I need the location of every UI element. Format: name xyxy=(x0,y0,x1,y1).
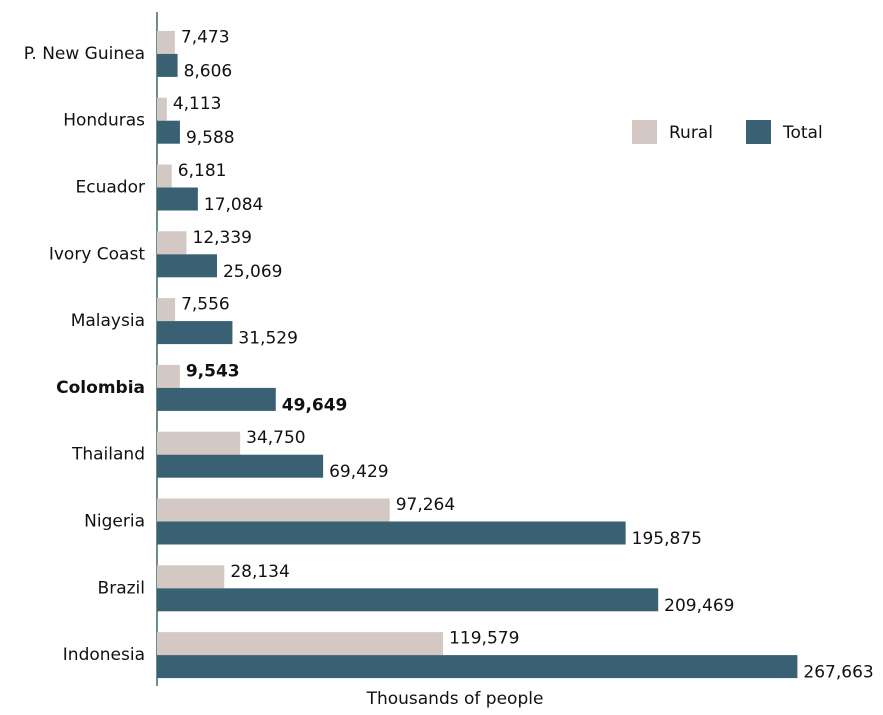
y-tick-label: Ecuador xyxy=(76,178,145,198)
bar xyxy=(157,254,217,278)
bar xyxy=(157,565,225,589)
bar xyxy=(157,120,180,144)
bar xyxy=(157,187,198,211)
data-label: 7,473 xyxy=(181,27,230,47)
data-label: 12,339 xyxy=(193,228,252,248)
data-label: 31,529 xyxy=(238,329,297,349)
bar xyxy=(157,431,241,455)
data-label: 9,543 xyxy=(186,361,240,381)
y-tick-label: Malaysia xyxy=(71,311,145,331)
data-label: 97,264 xyxy=(396,495,455,515)
bar xyxy=(157,588,659,612)
bar xyxy=(157,655,798,679)
data-label: 25,069 xyxy=(223,262,282,282)
bar xyxy=(157,97,167,121)
bar xyxy=(157,521,626,545)
data-label: 209,469 xyxy=(664,596,734,616)
data-label: 9,588 xyxy=(186,128,235,148)
data-label: 69,429 xyxy=(329,462,388,482)
data-label: 119,579 xyxy=(449,629,519,649)
bar xyxy=(157,632,444,656)
bar xyxy=(157,321,233,345)
data-label: 34,750 xyxy=(246,428,305,448)
bar xyxy=(157,387,276,411)
bar xyxy=(157,364,180,388)
bar xyxy=(157,231,187,255)
y-tick-label: Honduras xyxy=(63,111,145,131)
data-label: 17,084 xyxy=(204,195,263,215)
data-label: 6,181 xyxy=(178,161,227,181)
bar xyxy=(157,53,178,77)
data-label: 7,556 xyxy=(181,295,230,315)
x-axis-label: Thousands of people xyxy=(366,689,544,709)
y-tick-label: Thailand xyxy=(71,445,145,465)
y-tick-label: Colombia xyxy=(56,378,145,398)
data-label: 267,663 xyxy=(803,663,873,683)
data-label: 8,606 xyxy=(184,61,233,81)
bar xyxy=(157,30,175,54)
y-tick-label: P. New Guinea xyxy=(24,44,145,64)
y-tick-label: Brazil xyxy=(98,578,145,598)
legend-label: Rural xyxy=(669,123,713,143)
y-tick-label: Nigeria xyxy=(84,512,145,532)
legend-swatch xyxy=(632,120,657,144)
bar xyxy=(157,454,324,478)
data-label: 195,875 xyxy=(632,529,702,549)
legend-swatch xyxy=(746,120,771,144)
legend-label: Total xyxy=(782,123,823,143)
data-label: 28,134 xyxy=(230,562,289,582)
y-tick-label: Ivory Coast xyxy=(49,244,145,264)
bar xyxy=(157,298,176,322)
data-label: 4,113 xyxy=(173,94,222,114)
y-tick-label: Indonesia xyxy=(63,645,145,665)
data-label: 49,649 xyxy=(282,395,348,415)
bar xyxy=(157,498,390,522)
bar xyxy=(157,164,172,188)
